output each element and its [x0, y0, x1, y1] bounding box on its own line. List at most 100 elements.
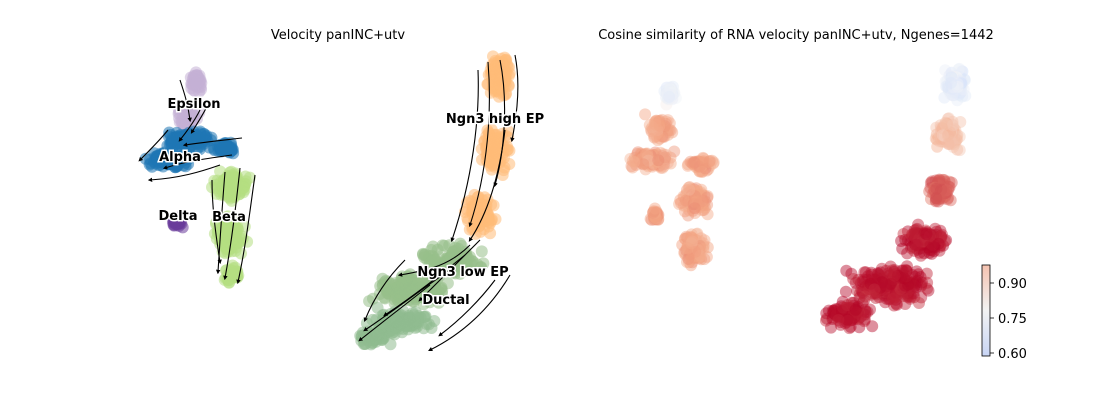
cell-point	[884, 260, 897, 273]
cell-point	[624, 152, 637, 165]
cell-point	[646, 160, 659, 173]
cell-point	[872, 274, 885, 287]
cell-point	[939, 119, 952, 132]
cell-point	[858, 294, 871, 307]
cell-point	[943, 138, 956, 150]
cell-point	[935, 130, 948, 143]
cell-point	[840, 264, 853, 277]
cell-point	[951, 79, 964, 92]
cell-point	[651, 158, 664, 171]
cell-point	[647, 157, 660, 170]
cell-point	[939, 119, 952, 132]
cell-point	[697, 195, 710, 207]
cell-point	[951, 73, 964, 86]
cell-point	[930, 182, 943, 195]
cell-point	[680, 247, 693, 260]
cell-point	[947, 75, 960, 88]
cell-point	[888, 265, 901, 278]
cell-point	[942, 137, 955, 150]
cell-point	[887, 273, 900, 286]
colorbar: 0.90 0.75 0.60	[981, 264, 1027, 362]
cell-point	[920, 228, 933, 240]
cell-point	[648, 159, 661, 171]
cell-point	[928, 181, 941, 194]
cell-point	[877, 271, 890, 284]
cell-point	[650, 205, 663, 218]
cell-point	[901, 247, 914, 260]
cell-point	[933, 179, 946, 192]
cell-point	[475, 245, 488, 258]
cell-point	[698, 234, 711, 247]
cell-point	[886, 274, 898, 287]
cell-point	[687, 240, 700, 253]
cell-point	[933, 192, 946, 205]
cell-point	[693, 160, 706, 173]
cell-point	[879, 287, 892, 300]
cluster-label-ngn3-low-ep: Ngn3 low EP	[417, 265, 508, 280]
cell-point	[917, 228, 930, 241]
cell-point	[658, 130, 671, 143]
cell-point	[839, 285, 852, 298]
cell-point	[946, 81, 959, 94]
cell-point	[636, 153, 649, 166]
cell-point	[435, 282, 447, 295]
cell-point	[876, 287, 889, 300]
cell-point	[950, 85, 963, 98]
cell-point	[909, 239, 922, 251]
cell-point	[646, 121, 659, 134]
cell-point	[857, 308, 870, 321]
cell-point	[857, 286, 869, 299]
cell-point	[695, 157, 707, 170]
cell-point	[931, 234, 944, 247]
cell-point	[908, 224, 921, 237]
cell-point	[642, 160, 655, 173]
cell-point	[859, 266, 872, 279]
cell-point	[837, 309, 850, 322]
cell-point	[886, 275, 899, 288]
cell-point	[682, 244, 695, 257]
cell-point	[865, 273, 878, 286]
cell-point	[648, 149, 661, 162]
cell-point	[928, 241, 941, 254]
cell-point	[935, 178, 948, 191]
cell-point	[907, 276, 920, 289]
cell-point	[911, 222, 924, 235]
cell-point	[682, 200, 695, 213]
cell-point	[880, 276, 893, 289]
cell-point	[637, 153, 649, 166]
cell-point	[647, 128, 660, 141]
cell-point	[181, 151, 194, 164]
cell-point	[883, 288, 896, 300]
cell-point	[901, 260, 913, 273]
cell-point	[956, 65, 969, 78]
cell-point	[663, 124, 676, 137]
cell-point	[168, 212, 181, 225]
cell-point	[685, 188, 698, 201]
cell-point	[666, 126, 679, 139]
cell-point	[644, 212, 657, 225]
cell-point	[943, 181, 956, 193]
cell-point	[651, 149, 664, 162]
cell-point	[893, 281, 906, 293]
cell-point	[939, 75, 952, 88]
cell-point	[663, 92, 675, 105]
cell-point	[922, 232, 935, 245]
cell-point	[650, 120, 663, 133]
cell-point	[849, 302, 862, 315]
cell-point	[947, 122, 960, 135]
cell-point	[699, 201, 712, 214]
cell-point	[936, 123, 949, 136]
cell-point	[874, 281, 887, 294]
cell-point	[641, 147, 654, 160]
cell-point	[900, 286, 913, 299]
cell-point	[901, 290, 914, 303]
cell-point	[686, 235, 699, 248]
cell-point	[955, 75, 968, 88]
cell-point	[912, 233, 925, 246]
cell-point	[467, 202, 480, 215]
cell-point	[835, 306, 848, 319]
cell-point	[693, 201, 706, 214]
cell-point	[873, 291, 886, 304]
cell-point	[681, 195, 694, 207]
cell-point	[214, 141, 227, 153]
